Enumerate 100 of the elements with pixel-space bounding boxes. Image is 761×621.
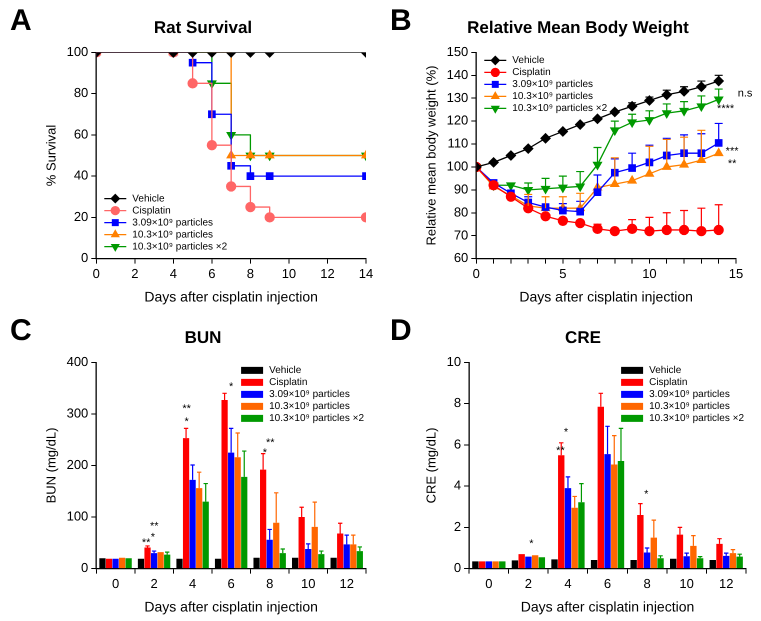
x-tick-label: 4	[564, 576, 572, 591]
text: C	[10, 314, 32, 348]
annotation: *	[229, 381, 234, 394]
annotation: **	[142, 536, 152, 549]
x-tick-label: 4	[189, 576, 196, 591]
x-axis-title: Days after cisplatin injection	[144, 288, 318, 304]
y-tick-label: 150	[446, 44, 468, 59]
y-tick-label: 100	[446, 158, 468, 174]
x-tick-label: 0	[472, 266, 480, 281]
y-tick-label: 0	[81, 250, 88, 266]
y-tick-label: 4	[454, 478, 462, 493]
chart-title: Relative Mean Body Weight	[467, 18, 690, 37]
legend-label: 3.09×10⁹ particles	[649, 389, 730, 400]
x-tick-label: 12	[320, 266, 335, 281]
chart-title: BUN	[184, 328, 222, 347]
legend-label: Vehicle	[269, 365, 302, 376]
y-tick-label: 60	[454, 250, 468, 266]
x-tick-label: 6	[228, 576, 235, 591]
x-tick-label: 8	[266, 576, 274, 591]
y-axis-title: CRE (mg/dL)	[423, 428, 438, 504]
legend-label: 10.3×10⁹ particles	[132, 229, 214, 240]
x-tick-label: 10	[282, 266, 296, 281]
x-tick-label: 0	[485, 576, 492, 591]
legend-label: 10.3×10⁹ particles ×2	[132, 241, 228, 252]
x-axis-title: Days after cisplatin injection	[519, 288, 693, 304]
x-tick-label: 5	[559, 266, 566, 281]
legend-label: Cisplatin	[269, 377, 308, 388]
x-tick-label: 2	[131, 266, 138, 281]
y-axis-title: % Survival	[43, 124, 58, 186]
legend-label: 10.3×10⁹ particles	[512, 91, 594, 102]
legend-label: 10.3×10⁹ particles ×2	[269, 413, 364, 424]
x-tick-label: 0	[92, 266, 100, 281]
y-tick-label: 8	[454, 395, 462, 410]
y-tick-label: 70	[454, 227, 468, 242]
annotation: *	[150, 532, 156, 544]
y-axis-title: BUN (mg/dL)	[43, 428, 58, 504]
legend-label: Vehicle	[512, 55, 545, 66]
x-tick-label: 14	[358, 266, 374, 281]
y-tick-label: 80	[74, 85, 88, 100]
legend-label: 3.09×10⁹ particles	[269, 389, 350, 400]
y-tick-label: 120	[446, 112, 468, 128]
y-tick-label: 0	[454, 560, 462, 576]
text: B	[390, 4, 412, 38]
x-tick-label: 6	[604, 576, 612, 591]
legend-label: 10.3×10⁹ particles ×2	[512, 103, 608, 114]
text: D	[390, 314, 412, 348]
legend-label: 10.3×10⁹ particles	[269, 401, 350, 412]
x-tick-label: 12	[340, 576, 354, 591]
x-tick-label: 10	[679, 576, 694, 591]
y-tick-label: 90	[454, 181, 468, 196]
legend-label: 3.09×10⁹ particles	[512, 79, 594, 90]
x-tick-label: 6	[208, 266, 216, 281]
y-tick-label: 6	[454, 436, 462, 452]
y-tick-label: 20	[74, 208, 88, 224]
x-tick-label: 0	[112, 576, 120, 591]
legend-label: Vehicle	[649, 365, 682, 376]
annotation: *	[564, 426, 569, 439]
legend-label: Cisplatin	[649, 377, 688, 388]
annotation: ***	[726, 145, 740, 158]
x-tick-label: 4	[170, 266, 177, 281]
annotation: **	[266, 436, 276, 449]
y-tick-label: 110	[448, 136, 468, 151]
legend-label: Cisplatin	[132, 205, 171, 216]
legend-label: Cisplatin	[512, 67, 551, 78]
y-tick-label: 2	[454, 518, 462, 534]
x-tick-label: 10	[300, 576, 316, 591]
x-tick-label: 2	[150, 576, 158, 591]
text: n.s	[738, 88, 753, 100]
y-tick-label: 100	[66, 44, 88, 59]
annotation: *	[529, 538, 534, 550]
annotation: ****	[717, 103, 735, 116]
y-tick-label: 80	[454, 204, 468, 220]
annotation: *	[184, 416, 190, 428]
annotation: **	[728, 158, 738, 170]
annotation: *	[644, 488, 650, 500]
y-tick-label: 10	[446, 354, 462, 369]
y-tick-label: 0	[81, 560, 88, 576]
y-tick-label: 40	[74, 168, 88, 183]
annotation: **	[150, 520, 160, 532]
x-axis-title: Days after cisplatin injection	[520, 598, 694, 614]
y-tick-label: 60	[74, 126, 88, 142]
legend-label: 3.09×10⁹ particles	[132, 217, 214, 228]
chart-title: Rat Survival	[154, 18, 252, 37]
annotation: **	[182, 402, 192, 415]
x-tick-label: 8	[643, 576, 651, 591]
y-axis-title: Relative mean body weight (%)	[423, 66, 438, 246]
x-tick-label: 10	[642, 266, 657, 281]
y-tick-label: 140	[446, 66, 468, 82]
x-tick-label: 2	[524, 576, 532, 591]
text: A	[10, 4, 32, 38]
y-tick-label: 100	[66, 508, 88, 524]
x-tick-label: 8	[246, 266, 254, 281]
y-tick-label: 200	[66, 457, 88, 472]
y-tick-label: 130	[446, 90, 468, 105]
annotation: *	[262, 447, 268, 460]
x-tick-label: 12	[718, 576, 734, 591]
legend-label: Vehicle	[132, 193, 165, 204]
x-tick-label: 15	[728, 266, 744, 281]
legend-label: 10.3×10⁹ particles ×2	[649, 413, 744, 424]
chart-title: CRE	[565, 328, 601, 347]
